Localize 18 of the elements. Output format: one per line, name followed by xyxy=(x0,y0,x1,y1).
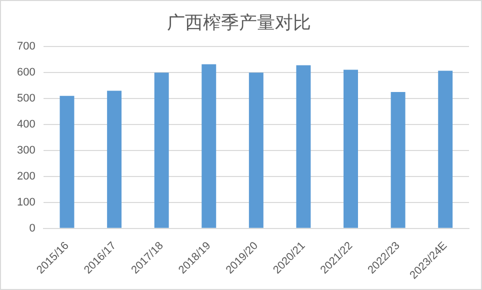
bar xyxy=(438,70,453,228)
bar xyxy=(296,65,311,228)
y-tick-label: 100 xyxy=(16,196,36,208)
y-tick-label: 0 xyxy=(29,222,36,234)
y-tick-label: 700 xyxy=(16,40,36,53)
y-tick-label: 600 xyxy=(16,66,36,79)
y-tick-label: 200 xyxy=(16,170,36,182)
bar xyxy=(107,90,122,228)
bar xyxy=(60,96,74,228)
y-tick-label: 500 xyxy=(16,92,36,105)
bar xyxy=(344,70,358,228)
bar xyxy=(248,72,264,228)
chart-title: 广西榨季产量对比 xyxy=(167,12,311,34)
bar xyxy=(154,72,169,228)
y-tick-label: 400 xyxy=(16,118,36,131)
bar xyxy=(390,92,406,228)
bar xyxy=(202,64,216,228)
y-tick-label: 300 xyxy=(16,144,36,156)
